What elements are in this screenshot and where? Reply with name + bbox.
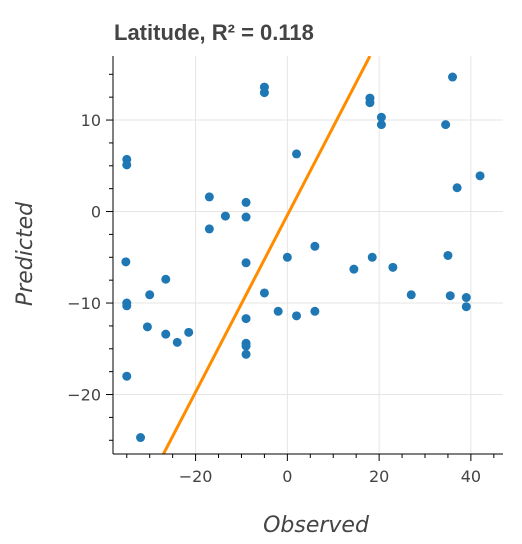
data-point — [365, 98, 375, 108]
data-point — [292, 311, 302, 321]
data-points — [121, 72, 485, 443]
data-point — [241, 197, 251, 207]
data-point — [122, 160, 132, 170]
chart-title: Latitude, R² = 0.118 — [114, 20, 314, 45]
y-tick-label: −20 — [67, 386, 101, 405]
data-point — [241, 349, 251, 359]
data-point — [204, 224, 214, 234]
data-point — [241, 314, 251, 324]
data-point — [122, 301, 132, 311]
tick-labels: −20 0 20 40 −20 −10 0 10 — [67, 111, 481, 486]
data-point — [241, 258, 251, 268]
data-point — [443, 250, 453, 260]
data-point — [406, 290, 416, 300]
data-point — [161, 329, 171, 339]
data-point — [259, 288, 269, 298]
data-point — [376, 120, 386, 130]
data-point — [461, 293, 471, 303]
axes — [106, 56, 503, 461]
fit-line — [162, 56, 372, 454]
data-point — [142, 322, 152, 332]
data-point — [448, 72, 458, 82]
data-point — [220, 211, 230, 221]
data-point — [122, 371, 132, 381]
data-point — [136, 433, 146, 443]
x-tick-label: 20 — [369, 467, 389, 486]
data-point — [292, 149, 302, 159]
data-point — [461, 302, 471, 312]
data-point — [376, 112, 386, 122]
data-point — [259, 88, 269, 98]
x-tick-label: 0 — [282, 467, 292, 486]
data-point — [441, 120, 451, 130]
data-point — [241, 212, 251, 222]
data-point — [241, 341, 251, 351]
data-point — [121, 257, 131, 267]
y-tick-label: −10 — [67, 294, 101, 313]
data-point — [204, 192, 214, 202]
data-point — [273, 306, 283, 316]
data-point — [310, 241, 320, 251]
data-point — [367, 252, 377, 262]
x-tick-label: −20 — [179, 467, 213, 486]
data-point — [388, 262, 398, 272]
data-point — [475, 171, 485, 181]
data-point — [452, 183, 462, 193]
data-point — [172, 337, 182, 347]
data-point — [310, 306, 320, 316]
data-point — [184, 327, 194, 337]
data-point — [145, 290, 155, 300]
data-point — [349, 264, 359, 274]
y-axis-label: Predicted — [13, 201, 38, 306]
data-point — [445, 291, 455, 301]
data-point — [161, 274, 171, 284]
y-tick-label: 0 — [91, 203, 101, 222]
data-point — [282, 252, 292, 262]
x-tick-label: 40 — [461, 467, 481, 486]
y-tick-label: 10 — [81, 111, 101, 130]
x-axis-label: Observed — [263, 513, 370, 538]
fit-line-layer — [162, 56, 372, 454]
